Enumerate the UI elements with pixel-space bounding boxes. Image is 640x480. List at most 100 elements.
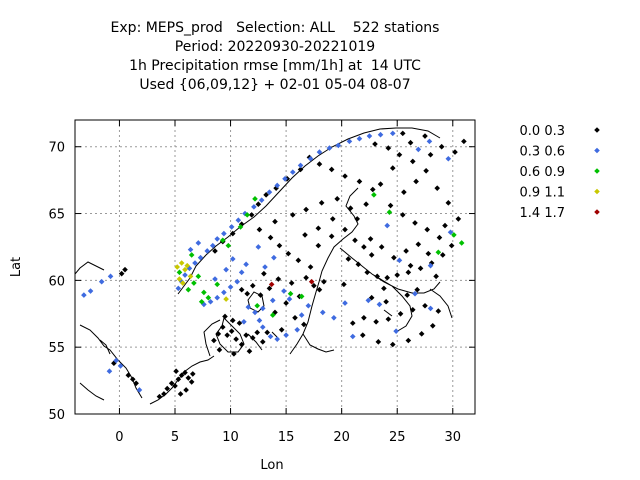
station-point [361, 244, 367, 250]
station-point [427, 262, 434, 269]
station-point [238, 269, 245, 276]
station-point [238, 221, 245, 228]
station-point [241, 318, 247, 325]
station-point [209, 242, 216, 249]
station-point [386, 209, 393, 216]
station-point [233, 336, 239, 342]
station-point [238, 341, 245, 348]
station-point [328, 233, 335, 240]
y-tick-label: 50 [48, 408, 65, 423]
legend-label: 0.3 0.6 [520, 145, 565, 160]
x-tick-label: 0 [115, 430, 123, 445]
station-point [285, 250, 292, 257]
station-point [412, 290, 418, 297]
station-point [298, 293, 305, 300]
station-point [205, 294, 212, 301]
station-point [125, 372, 132, 379]
station-point [259, 305, 266, 312]
station-point [183, 387, 189, 393]
station-point [361, 314, 367, 321]
station-point [356, 178, 363, 185]
station-point [129, 376, 136, 383]
station-point [245, 304, 252, 310]
station-point [286, 296, 293, 302]
station-point [381, 285, 387, 292]
station-point [222, 313, 228, 320]
station-point [122, 266, 128, 273]
station-point [248, 212, 255, 218]
station-point [198, 298, 205, 305]
y-tick-label: 55 [48, 341, 65, 356]
station-point [335, 142, 342, 149]
station-point [342, 226, 348, 233]
station-point [249, 282, 256, 289]
station-point [186, 265, 193, 272]
grid-lines [75, 120, 475, 415]
station-point [308, 278, 315, 285]
station-point [234, 278, 241, 285]
station-points [81, 130, 467, 400]
station-point [371, 192, 377, 198]
station-point [211, 337, 217, 344]
station-point [319, 309, 326, 316]
station-point [274, 336, 281, 342]
station-point [334, 196, 341, 202]
station-point [271, 254, 277, 261]
station-point [356, 135, 363, 142]
station-point [302, 232, 308, 238]
station-point [315, 242, 322, 249]
station-point [448, 242, 455, 249]
x-tick-label: 20 [333, 430, 350, 445]
station-point [297, 162, 304, 169]
station-point [263, 192, 269, 198]
station-point [347, 205, 354, 211]
station-point [445, 200, 452, 206]
station-point [258, 197, 265, 203]
station-point [212, 248, 218, 254]
station-point [407, 262, 414, 269]
station-point [243, 261, 249, 268]
station-point [136, 387, 143, 393]
station-point [364, 269, 371, 276]
station-point [173, 368, 179, 375]
station-point [87, 288, 94, 294]
station-point [185, 286, 192, 293]
station-point [256, 226, 263, 233]
station-point [331, 314, 337, 321]
plot-frame [74, 119, 476, 415]
station-point [244, 290, 251, 297]
station-point [397, 310, 404, 317]
station-point [219, 324, 226, 330]
legend-marker [594, 188, 600, 195]
station-point [396, 257, 403, 264]
station-point [255, 201, 262, 207]
station-point [455, 216, 462, 222]
station-point [307, 264, 314, 270]
station-point [182, 266, 188, 273]
station-point [425, 250, 432, 257]
station-point [195, 273, 202, 280]
station-point [439, 252, 446, 258]
station-point [164, 385, 171, 392]
legend-marker [594, 147, 600, 154]
station-point [354, 216, 361, 222]
station-point [396, 151, 403, 158]
station-point [373, 318, 379, 325]
station-point [221, 230, 227, 237]
station-point [276, 242, 283, 249]
station-point [303, 274, 309, 281]
station-point [427, 151, 434, 158]
station-point [303, 206, 309, 213]
station-point [133, 380, 139, 387]
station-point [328, 166, 335, 173]
station-point [274, 182, 281, 189]
station-point [428, 260, 435, 266]
station-point [98, 278, 105, 285]
x-tick-label: 30 [445, 430, 462, 445]
station-point [438, 143, 445, 150]
station-point [176, 276, 183, 282]
station-point [259, 339, 266, 345]
station-point [417, 265, 424, 272]
station-point [195, 240, 202, 246]
legend-label: 0.9 1.1 [520, 186, 565, 201]
